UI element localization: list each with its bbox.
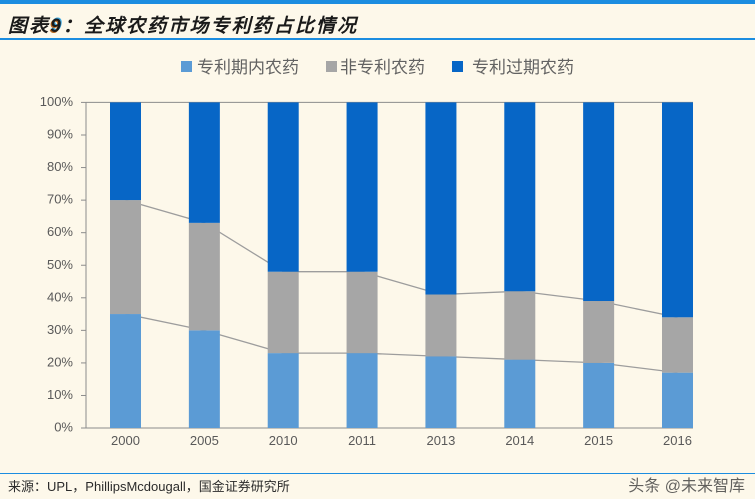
svg-text:70%: 70% (47, 192, 73, 207)
svg-text:100%: 100% (40, 95, 74, 109)
svg-text:90%: 90% (47, 127, 73, 142)
svg-text:60%: 60% (47, 224, 73, 239)
svg-text:2013: 2013 (426, 433, 455, 448)
svg-text:2000: 2000 (111, 433, 140, 448)
svg-text:2011: 2011 (348, 433, 376, 448)
svg-text:40%: 40% (47, 289, 73, 304)
svg-text:80%: 80% (47, 159, 73, 174)
svg-text:20%: 20% (47, 354, 73, 369)
svg-text:50%: 50% (47, 257, 73, 272)
svg-text:2014: 2014 (505, 433, 534, 448)
svg-text:10%: 10% (47, 387, 73, 402)
svg-text:2015: 2015 (584, 433, 613, 448)
svg-text:2016: 2016 (663, 433, 692, 448)
svg-text:0%: 0% (54, 420, 73, 435)
svg-text:30%: 30% (47, 322, 73, 337)
svg-text:2010: 2010 (269, 433, 298, 448)
svg-text:2005: 2005 (190, 433, 219, 448)
